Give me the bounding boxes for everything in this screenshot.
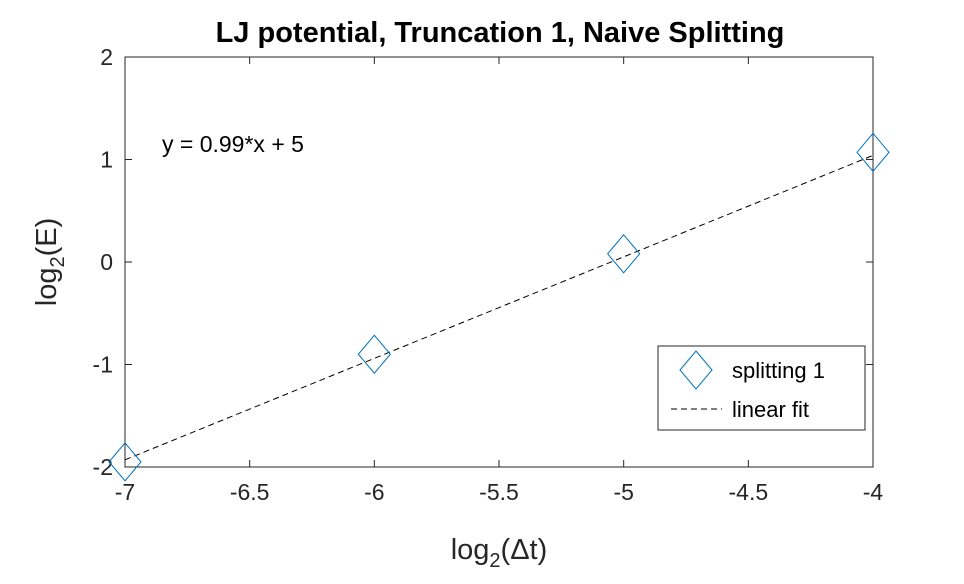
x-axis-label: log2(Δt) <box>451 534 548 572</box>
y-tick-label: -1 <box>93 352 113 378</box>
x-tick-label: -5.5 <box>479 479 519 505</box>
data-point-diamond <box>108 442 142 482</box>
x-tick-label: -4 <box>863 479 884 505</box>
x-tick-label: -6.5 <box>230 479 270 505</box>
y-tick-label: 1 <box>100 147 113 173</box>
x-tick-label: -7 <box>115 479 135 505</box>
series-layer <box>108 132 890 482</box>
y-axis: -2 -1 0 1 2 <box>93 44 873 480</box>
legend-marker-diamond <box>679 350 713 390</box>
x-tick-label: -6 <box>364 479 384 505</box>
data-point-diamond <box>607 234 641 274</box>
legend: splitting 1 linear fit <box>657 345 866 431</box>
fit-equation-annotation: y = 0.99*x + 5 <box>162 131 304 157</box>
legend-label-splitting: splitting 1 <box>732 358 825 383</box>
data-point-diamond <box>357 334 391 375</box>
x-tick-label: -4.5 <box>729 479 769 505</box>
x-axis-label-prefix: log <box>451 534 490 566</box>
x-axis-label-suffix: (Δt) <box>501 534 548 566</box>
data-point-diamond <box>856 132 890 173</box>
y-tick-label: 2 <box>100 44 113 70</box>
y-tick-label: 0 <box>100 249 113 275</box>
x-axis-label-sub: 2 <box>489 550 500 572</box>
y-axis-label-prefix: log <box>31 268 63 307</box>
legend-box <box>657 345 866 431</box>
linear-fit-line <box>124 154 874 461</box>
y-axis-label-suffix: (E) <box>31 218 63 257</box>
y-axis-label-sub: 2 <box>47 256 69 267</box>
x-axis: -7 -6.5 -6 -5.5 -5 -4.5 -4 <box>115 57 884 505</box>
x-tick-label: -5 <box>613 479 633 505</box>
chart-title: LJ potential, Truncation 1, Naive Splitt… <box>216 17 785 49</box>
legend-label-linear-fit: linear fit <box>732 397 809 422</box>
y-tick-label: -2 <box>93 454 113 480</box>
legend-diamond-icon <box>679 350 713 390</box>
y-axis-label: log2(E) <box>31 218 69 307</box>
